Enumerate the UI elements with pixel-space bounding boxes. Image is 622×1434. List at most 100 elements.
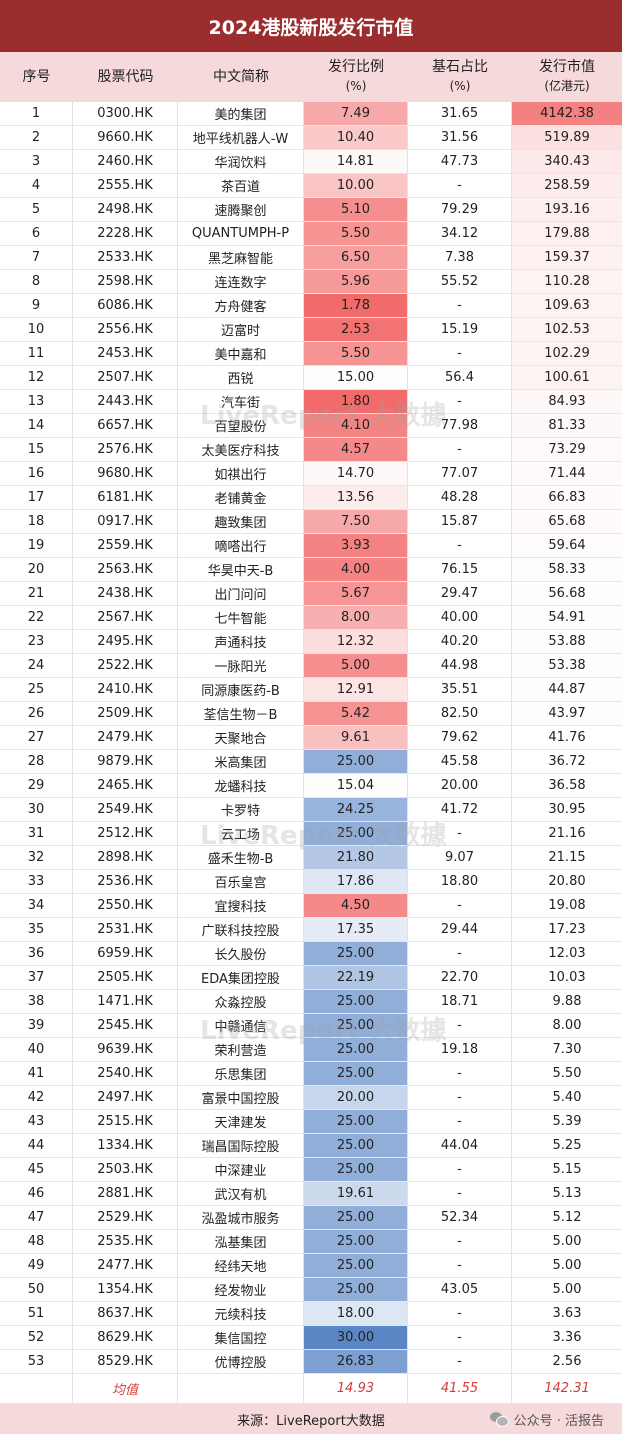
table-row: 12 2507.HK 西锐 15.00 56.4 100.61	[0, 366, 622, 390]
issue-market-cap: 43.97	[512, 702, 622, 725]
cornerstone-ratio: 43.05	[408, 1278, 512, 1301]
issue-market-cap: 21.15	[548, 850, 586, 865]
chinese-name: 经纬天地	[178, 1254, 304, 1277]
cornerstone-ratio: 31.56	[408, 126, 512, 149]
issue-market-cap: 21.16	[548, 826, 586, 841]
cornerstone-ratio: 7.38	[408, 246, 512, 269]
chinese-name: QUANTUMPH-P	[178, 222, 304, 245]
chinese-name: 武汉有机	[178, 1182, 304, 1205]
column-header-label: 中文简称	[213, 68, 269, 85]
table-row: 50 1354.HK 经发物业 25.00 43.05 5.00	[0, 1278, 622, 1302]
table-row: 43 2515.HK 天津建发 25.00- 5.39	[0, 1110, 622, 1134]
row-index: 8	[0, 270, 73, 293]
cornerstone-ratio: -	[408, 1302, 512, 1325]
issue-market-cap: 44.87	[512, 678, 622, 701]
issue-ratio: 25.00	[304, 1254, 408, 1277]
wechat-icon	[489, 1412, 509, 1427]
row-index: 12	[0, 366, 73, 389]
stock-code: 6086.HK	[73, 294, 178, 317]
issue-market-cap: 258.59	[512, 174, 622, 197]
stock-code: 2228.HK	[73, 222, 178, 245]
row-index: 47	[0, 1206, 73, 1229]
stock-code: 2465.HK	[73, 774, 178, 797]
chinese-name: 茶百道	[178, 174, 304, 197]
chinese-name: 广联科技控股	[178, 918, 304, 941]
column-header: 股票代码	[73, 52, 178, 102]
table-row: 20 2563.HK 华昊中天-B 4.00 76.15 58.33	[0, 558, 622, 582]
chinese-name: 荣利营造	[178, 1038, 304, 1061]
table-row: 10 2556.HK 迈富时 2.53 15.19 102.53	[0, 318, 622, 342]
stock-code: 2540.HK	[73, 1062, 178, 1085]
row-index: 20	[0, 558, 73, 581]
stock-code: 2443.HK	[73, 390, 178, 413]
table-row: 1 0300.HK 美的集团 7.49 31.65 4142.38	[0, 102, 622, 126]
row-index: 27	[0, 726, 73, 749]
issue-ratio: 25.00	[304, 1278, 408, 1301]
chinese-name: 美的集团	[178, 102, 304, 125]
row-index: 1	[0, 102, 73, 125]
column-header: 序号	[0, 52, 73, 102]
issue-ratio: 22.19	[304, 966, 408, 989]
chinese-name: 方舟健客	[178, 294, 304, 317]
issue-ratio: 3.93	[304, 534, 408, 557]
column-header-unit: (亿港元)	[544, 79, 590, 93]
row-index: 14	[0, 414, 73, 437]
issue-market-cap: 36.72	[548, 754, 586, 769]
chinese-name: EDA集团控股	[178, 966, 304, 989]
cornerstone-ratio: 18.80	[408, 870, 512, 893]
stock-code: 1334.HK	[73, 1134, 178, 1157]
stock-code: 2509.HK	[73, 702, 178, 725]
cornerstone-ratio: -	[408, 942, 512, 965]
table-row: 21 2438.HK 出门问问 5.67 29.47 56.68	[0, 582, 622, 606]
row-index: 25	[0, 678, 73, 701]
stock-code: 2533.HK	[73, 246, 178, 269]
cornerstone-ratio: -	[408, 534, 512, 557]
stock-code: 9639.HK	[73, 1038, 178, 1061]
row-index: 7	[0, 246, 73, 269]
stock-code: 2503.HK	[73, 1158, 178, 1181]
chinese-name: 众淼控股	[178, 990, 304, 1013]
issue-ratio: 25.00	[304, 1134, 408, 1157]
column-header-label: 发行比例	[328, 59, 384, 75]
row-index: 21	[0, 582, 73, 605]
cornerstone-ratio: 31.65	[408, 102, 512, 125]
table-row: 31 2512.HK 云工场 25.00- 21.16	[0, 822, 622, 846]
issue-ratio: 5.00	[304, 654, 408, 677]
issue-market-cap: 3.63	[552, 1306, 582, 1321]
cornerstone-ratio: 79.29	[408, 198, 512, 221]
average-cornerstone-ratio: 41.55	[408, 1374, 512, 1403]
stock-code: 2545.HK	[73, 1014, 178, 1037]
table-row: 47 2529.HK 泓盈城市服务 25.00 52.34 5.12	[0, 1206, 622, 1230]
issue-market-cap: 5.13	[552, 1186, 582, 1201]
stock-code: 2549.HK	[73, 798, 178, 821]
table-row: 44 1334.HK 瑞昌国际控股 25.00 44.04 5.25	[0, 1134, 622, 1158]
data-table: 1 0300.HK 美的集团 7.49 31.65 4142.38 2 9660.HK 地平线机…	[0, 102, 622, 1404]
table-row: 38 1471.HK 众淼控股 25.00 18.71 9.88	[0, 990, 622, 1014]
table-row: 45 2503.HK 中深建业 25.00- 5.15	[0, 1158, 622, 1182]
table-row: 19 2559.HK 嘀嗒出行 3.93-59.64	[0, 534, 622, 558]
issue-ratio: 8.00	[304, 606, 408, 629]
row-index: 15	[0, 438, 73, 461]
cornerstone-ratio: 45.58	[408, 750, 512, 773]
issue-ratio: 12.91	[304, 678, 408, 701]
stock-code: 2460.HK	[73, 150, 178, 173]
table-row: 39 2545.HK 中赣通信 25.00- 8.00	[0, 1014, 622, 1038]
chinese-name: 卡罗特	[178, 798, 304, 821]
issue-market-cap: 30.95	[548, 802, 586, 817]
issue-market-cap: 54.91	[512, 606, 622, 629]
chinese-name: 百望股份	[178, 414, 304, 437]
row-index: 32	[0, 846, 73, 869]
cornerstone-ratio: -	[408, 294, 512, 317]
issue-ratio: 26.83	[304, 1350, 408, 1373]
issue-ratio: 12.32	[304, 630, 408, 653]
stock-code: 2479.HK	[73, 726, 178, 749]
table-row: 32 2898.HK 盛禾生物-B 21.80 9.07 21.15	[0, 846, 622, 870]
row-index: 11	[0, 342, 73, 365]
row-index: 33	[0, 870, 73, 893]
row-index: 43	[0, 1110, 73, 1133]
table-row: 37 2505.HK EDA集团控股 22.19 22.70 10.03	[0, 966, 622, 990]
table-row: 28 9879.HK 米高集团 25.00 45.58 36.72	[0, 750, 622, 774]
issue-ratio: 10.00	[304, 174, 408, 197]
issue-market-cap: 84.93	[512, 390, 622, 413]
issue-ratio: 14.81	[304, 150, 408, 173]
